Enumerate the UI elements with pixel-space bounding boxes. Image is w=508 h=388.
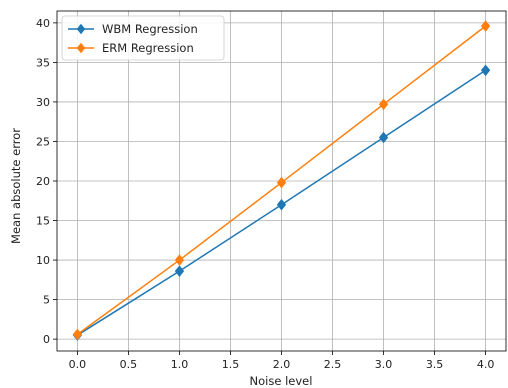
x-axis-label: Noise level	[250, 374, 313, 388]
x-tick-label: 0.0	[69, 358, 87, 371]
axes: 0.0 0.5 1.0 1.5 2.0 2.5 3.0 3.5 4.0 0 5 10 15 20 25 30 3…	[36, 10, 507, 371]
y-tick-label: 5	[43, 294, 50, 307]
erm-regression-point	[378, 98, 389, 111]
erm-regression-point	[72, 328, 83, 341]
erm-regression-point	[480, 20, 491, 32]
legend: WBM Regression ERM Regression	[61, 15, 225, 61]
x-tick-label: 2.0	[273, 358, 291, 371]
legend-box	[61, 15, 225, 61]
y-tick-label: 20	[36, 175, 50, 188]
y-tick-label: 25	[36, 135, 50, 148]
x-tick-label: 2.5	[324, 358, 342, 371]
legend-label-erm-regression: ERM Regression	[102, 41, 194, 55]
y-axis-label: Mean absolute error	[9, 128, 23, 244]
wbm-regression-point	[174, 265, 185, 277]
wbm-regression-point	[378, 131, 389, 144]
wbm-regression-point	[480, 64, 491, 77]
y-tick-label: 15	[36, 215, 50, 228]
x-tick-label: 1.0	[171, 358, 189, 371]
x-tick-label: 3.5	[426, 358, 444, 371]
x-tick-label: 4.0	[477, 358, 495, 371]
y-tick-label: 35	[36, 56, 50, 69]
y-tick-label: 10	[36, 254, 50, 267]
x-tick-label: 3.0	[375, 358, 393, 371]
y-tick-label: 30	[36, 96, 50, 109]
erm-regression-point	[276, 176, 287, 189]
series-layer	[72, 20, 491, 341]
y-tick-label: 0	[43, 333, 50, 346]
legend-label-wbm-regression: WBM Regression	[102, 22, 198, 36]
plot-frame	[56, 10, 507, 352]
wbm-regression-point	[276, 198, 287, 211]
legend-marker	[76, 42, 86, 54]
y-tick-label: 40	[36, 17, 50, 30]
erm-regression-point	[174, 254, 185, 266]
legend-marker	[76, 23, 86, 35]
x-tick-label: 0.5	[120, 358, 138, 371]
x-tick-label: 1.5	[222, 358, 240, 371]
